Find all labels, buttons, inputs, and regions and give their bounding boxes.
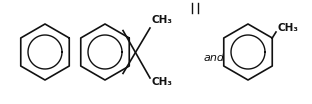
Text: CH₃: CH₃	[152, 77, 173, 87]
Text: and: and	[203, 53, 225, 63]
Text: CH₃: CH₃	[278, 23, 299, 33]
Text: CH₃: CH₃	[152, 15, 173, 25]
